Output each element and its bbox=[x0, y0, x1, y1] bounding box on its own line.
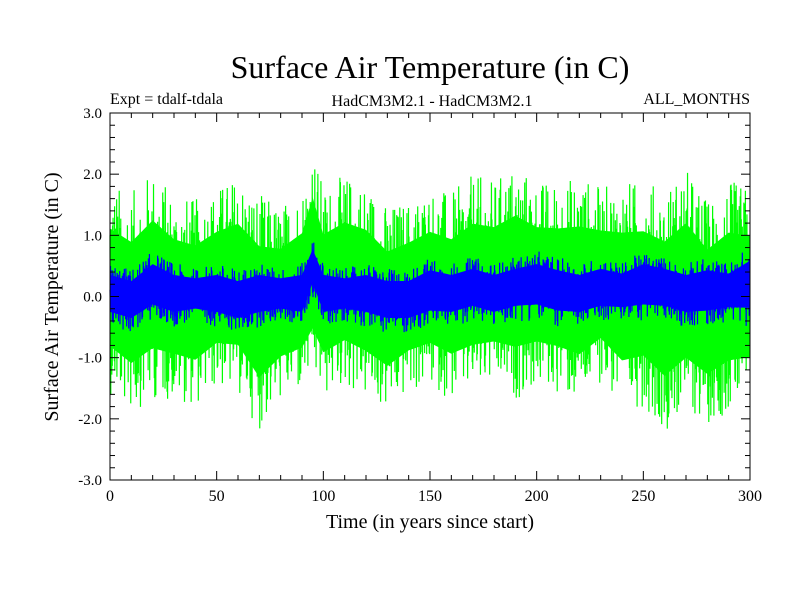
x-tick-label: 150 bbox=[418, 488, 442, 505]
y-tick-label: 3.0 bbox=[83, 106, 102, 122]
x-tick-label: 50 bbox=[209, 488, 225, 505]
x-tick-label: 200 bbox=[525, 488, 549, 505]
x-tick-label: 250 bbox=[631, 488, 655, 505]
x-tick-label: 300 bbox=[738, 488, 762, 505]
y-tick-label: -2.0 bbox=[78, 412, 102, 428]
y-tick-label: -3.0 bbox=[78, 473, 102, 489]
series-annual-range bbox=[109, 242, 751, 333]
x-axis-label: Time (in years since start) bbox=[326, 511, 534, 533]
experiment-label: Expt = tdalf-tdala bbox=[110, 91, 223, 108]
series-band bbox=[110, 249, 750, 319]
months-label: ALL_MONTHS bbox=[643, 91, 750, 108]
y-tick-label: 1.0 bbox=[83, 228, 102, 244]
y-tick-label: -1.0 bbox=[78, 351, 102, 367]
model-label: HadCM3M2.1 - HadCM3M2.1 bbox=[332, 93, 533, 110]
x-tick-label: 100 bbox=[311, 488, 335, 505]
y-tick-label: 2.0 bbox=[83, 167, 102, 183]
plot-area bbox=[109, 169, 751, 429]
y-axis: -3.0 -2.0 -1.0 0.0 1.0 2.0 3.0 bbox=[78, 106, 750, 489]
y-tick-label: 0.0 bbox=[83, 290, 102, 306]
x-axis: 0 50 100 150 200 250 300 bbox=[106, 113, 762, 505]
y-axis-label: Surface Air Temperature (in C) bbox=[41, 172, 63, 421]
chart-title: Surface Air Temperature (in C) bbox=[231, 49, 630, 85]
x-tick-label: 0 bbox=[106, 488, 114, 505]
